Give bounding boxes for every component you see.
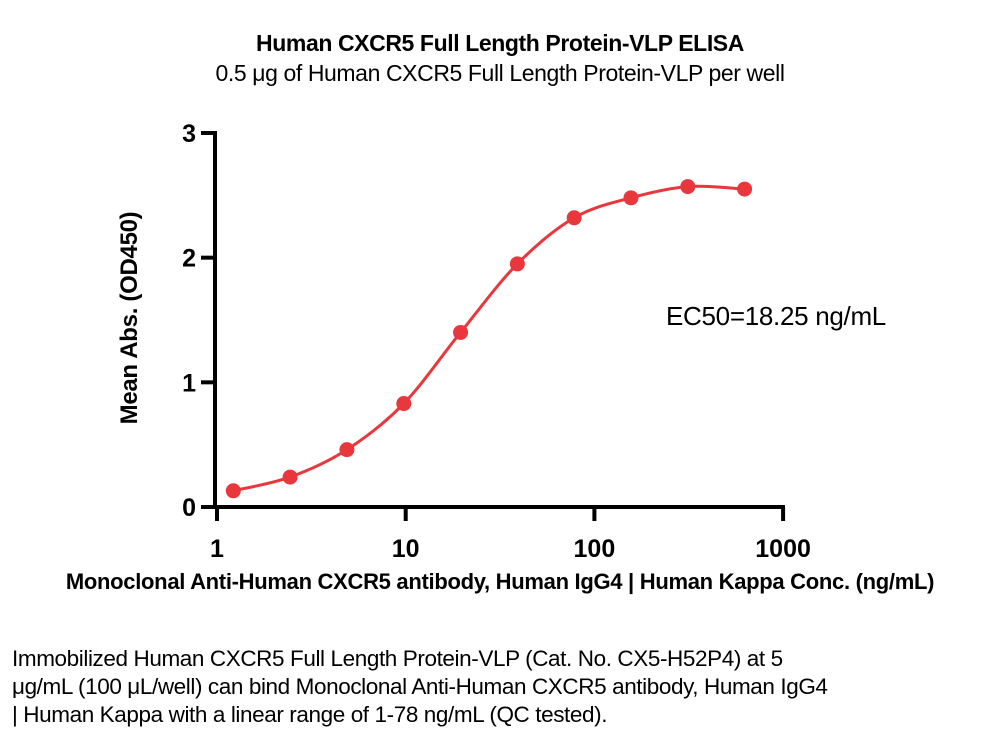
ec50-annotation: EC50=18.25 ng/mL (666, 301, 886, 331)
chart-subtitle: 0.5 μg of Human CXCR5 Full Length Protei… (215, 60, 785, 86)
data-point (453, 324, 469, 340)
y-tick-label: 0 (182, 494, 196, 522)
x-tick-label: 100 (574, 535, 616, 563)
figure-caption: Immobilized Human CXCR5 Full Length Prot… (12, 645, 828, 729)
y-tick-label: 1 (182, 369, 196, 397)
data-point (225, 483, 241, 499)
y-tick-label: 2 (182, 245, 196, 273)
data-point (509, 256, 525, 272)
x-tick-label: 1 (210, 535, 224, 563)
fit-curve (231, 184, 747, 493)
y-axis-label: Mean Abs. (OD450) (116, 211, 143, 425)
x-tick-label: 10 (392, 535, 420, 563)
data-point (282, 469, 298, 485)
x-axis-label: Monoclonal Anti-Human CXCR5 antibody, Hu… (65, 569, 935, 594)
data-point (339, 442, 355, 458)
caption-line-3: | Human Kappa with a linear range of 1-7… (12, 702, 608, 727)
data-point (737, 181, 753, 197)
data-point (680, 179, 696, 195)
data-point (566, 210, 582, 226)
data-point (623, 190, 639, 206)
data-point (396, 396, 412, 412)
y-tick-label: 3 (182, 120, 196, 148)
chart-title: Human CXCR5 Full Length Protein-VLP ELIS… (256, 30, 744, 56)
caption-line-1: Immobilized Human CXCR5 Full Length Prot… (12, 646, 783, 671)
caption-line-2: μg/mL (100 μL/well) can bind Monoclonal … (12, 674, 828, 699)
x-tick-label: 1000 (755, 535, 811, 563)
